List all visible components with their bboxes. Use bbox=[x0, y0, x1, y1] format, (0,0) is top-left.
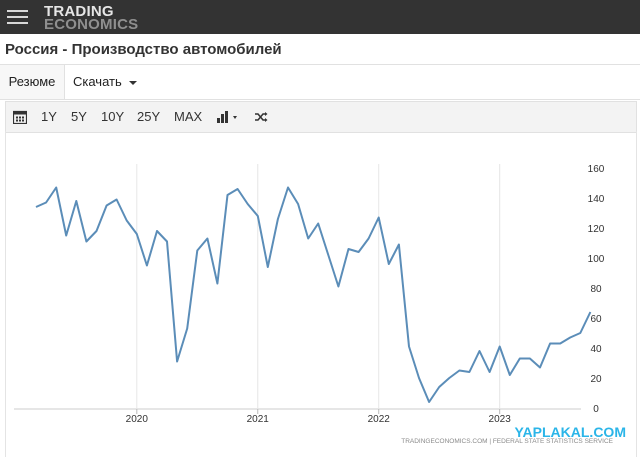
range-1y-button[interactable]: 1Y bbox=[41, 102, 57, 132]
caret-down-icon bbox=[129, 81, 137, 85]
series-line bbox=[36, 188, 590, 403]
source-text: TRADINGECONOMICS.COM | FEDERAL STATE STA… bbox=[401, 438, 613, 445]
calendar-svg bbox=[13, 110, 27, 124]
logo-line-2: ECONOMICS bbox=[44, 18, 138, 31]
range-5y-button[interactable]: 5Y bbox=[71, 102, 87, 132]
bar-chart-icon[interactable] bbox=[216, 110, 240, 124]
y-tick-label: 60 bbox=[590, 314, 602, 325]
tab-download-label: Скачать bbox=[73, 74, 122, 89]
chart-toolbar: 1Y 5Y 10Y 25Y MAX bbox=[5, 101, 637, 133]
y-tick-label: 100 bbox=[588, 254, 605, 265]
y-tick-label: 0 bbox=[593, 404, 599, 415]
range-25y-button[interactable]: 25Y bbox=[137, 102, 160, 132]
shuffle-svg bbox=[254, 110, 268, 124]
x-tick-label: 2023 bbox=[489, 414, 512, 425]
y-tick-labels: 0 20 40 60 80 100 120 140 160 bbox=[588, 164, 605, 415]
y-tick-label: 80 bbox=[590, 284, 602, 295]
y-tick-label: 140 bbox=[588, 194, 605, 205]
tab-download[interactable]: Скачать bbox=[73, 65, 137, 99]
tab-resume[interactable]: Резюме bbox=[0, 65, 65, 99]
range-max-button[interactable]: MAX bbox=[174, 102, 202, 132]
y-tick-label: 160 bbox=[588, 164, 605, 175]
top-bar: TRADING ECONOMICS bbox=[0, 0, 640, 34]
calendar-icon[interactable] bbox=[13, 110, 27, 124]
y-tick-label: 120 bbox=[588, 224, 605, 235]
y-tick-label: 20 bbox=[590, 374, 602, 385]
page-title: Россия - Производство автомобилей bbox=[5, 41, 282, 58]
bar-chart-svg bbox=[216, 110, 240, 124]
x-tick-label: 2021 bbox=[247, 414, 270, 425]
x-tick-label: 2020 bbox=[126, 414, 149, 425]
hamburger-icon[interactable] bbox=[7, 10, 28, 25]
x-tick-label: 2022 bbox=[368, 414, 391, 425]
x-tick-labels: 2020 2021 2022 2023 bbox=[126, 414, 512, 425]
range-10y-button[interactable]: 10Y bbox=[101, 102, 124, 132]
tab-bar: Резюме Скачать bbox=[0, 64, 640, 100]
site-logo[interactable]: TRADING ECONOMICS bbox=[44, 5, 138, 31]
shuffle-icon[interactable] bbox=[254, 110, 268, 124]
y-tick-label: 40 bbox=[590, 344, 602, 355]
